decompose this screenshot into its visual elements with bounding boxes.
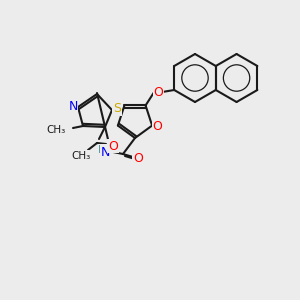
Text: N: N: [100, 146, 110, 158]
Text: O: O: [153, 85, 163, 98]
Text: N: N: [68, 100, 78, 112]
Text: O: O: [152, 120, 162, 133]
Text: H: H: [98, 145, 106, 155]
Text: S: S: [113, 103, 121, 116]
Text: CH₃: CH₃: [71, 151, 91, 161]
Text: O: O: [133, 152, 143, 166]
Text: O: O: [108, 140, 118, 152]
Text: CH₃: CH₃: [47, 125, 66, 135]
